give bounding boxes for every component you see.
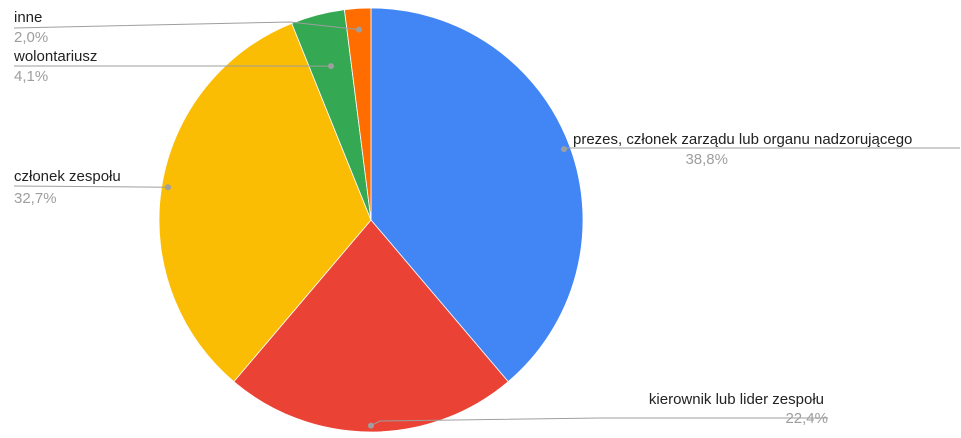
slice-label-wolontariusz: wolontariusz bbox=[13, 48, 97, 65]
slice-label-inne: inne bbox=[14, 9, 42, 26]
leader-dot-czlonek-zespolu bbox=[165, 184, 171, 190]
leader-line-czlonek-zespolu bbox=[14, 186, 168, 187]
leader-dot-kierownik bbox=[368, 423, 374, 429]
slice-value-prezes: 38,8% bbox=[685, 151, 728, 168]
leader-dot-wolontariusz bbox=[328, 63, 334, 69]
slices-layer bbox=[159, 8, 583, 432]
leader-line-prezes bbox=[564, 148, 960, 149]
leader-dot-prezes bbox=[561, 146, 567, 152]
leader-dot-inne bbox=[356, 27, 362, 33]
slice-value-czlonek-zespolu: 32,7% bbox=[14, 190, 57, 207]
slice-value-inne: 2,0% bbox=[14, 29, 48, 46]
slice-value-wolontariusz: 4,1% bbox=[14, 68, 48, 85]
slice-value-kierownik: 22,4% bbox=[785, 410, 828, 427]
slice-label-czlonek-zespolu: członek zespołu bbox=[14, 168, 121, 185]
slice-label-prezes: prezes, członek zarządu lub organu nadzo… bbox=[573, 131, 912, 148]
slice-label-kierownik: kierownik lub lider zespołu bbox=[649, 391, 824, 408]
